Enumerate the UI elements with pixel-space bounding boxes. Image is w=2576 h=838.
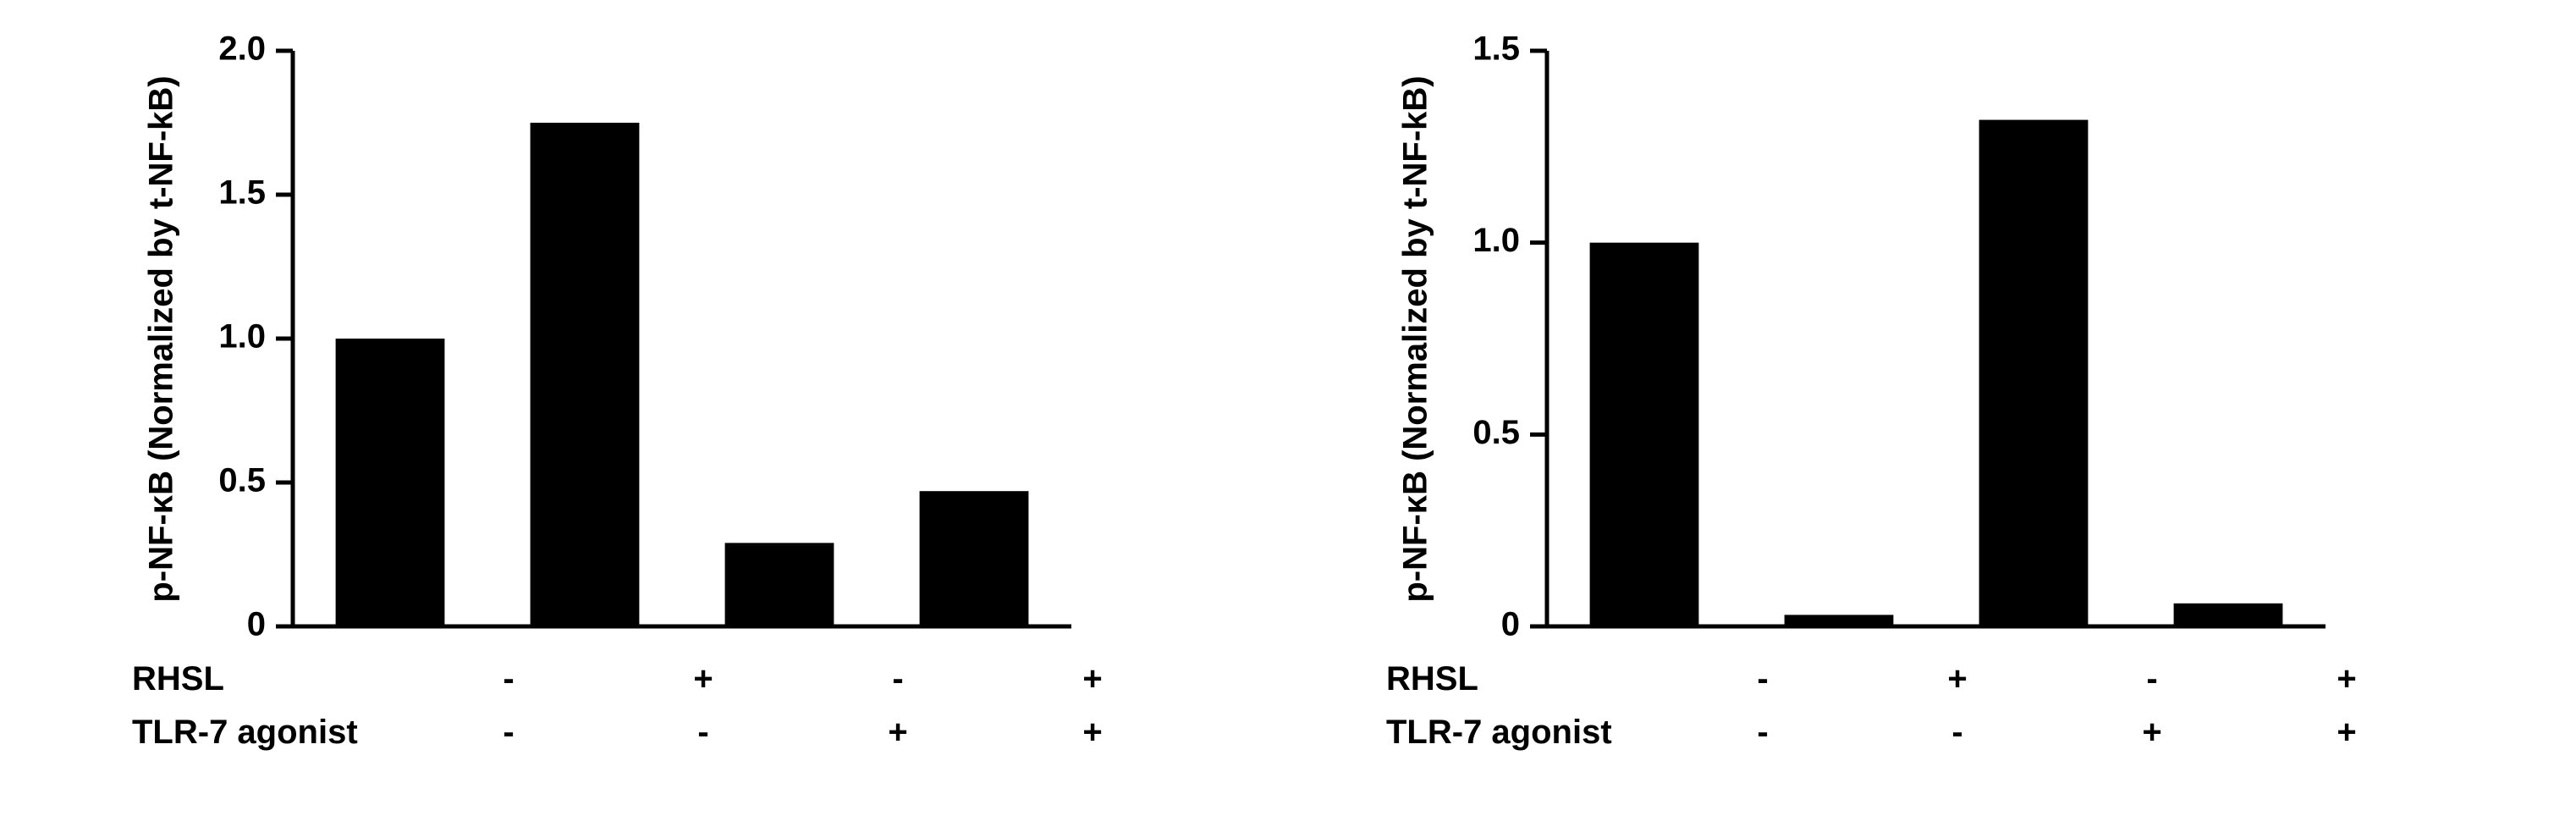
treatment-cell: + [995,660,1190,698]
y-tick-label: 1.0 [1472,222,1520,259]
treatment-label: RHSL [132,660,411,698]
treatment-cell: - [411,714,606,752]
panel-right: p-NF-κB (Normalized by t-NF-kB) 0 0.5 1.0 1… [1386,34,2444,767]
chart-row: p-NF-κB (Normalized by t-NF-kB) 0 0.5 1.0 1… [1386,34,2342,643]
treatment-row: TLR-7 agonist--++ [1386,714,2444,752]
treatment-cell: + [995,714,1190,752]
bar-chart: 0 0.5 1.0 1.5 [1445,34,2342,643]
y-tick-label: 2.0 [218,34,266,68]
bar [2174,604,2283,626]
treatment-cell: + [1860,660,2055,698]
y-tick-label: 1.0 [218,318,266,356]
treatment-cells: -+-+ [411,660,1190,698]
treatment-cell: - [1665,660,1860,698]
treatment-label: RHSL [1386,660,1665,698]
bar [725,543,834,626]
treatment-label: TLR-7 agonist [132,714,411,752]
treatment-cells: --++ [411,714,1190,752]
y-axis-label: p-NF-κB (Normalized by t-NF-kB) [1397,75,1435,602]
bar [1979,120,2089,626]
treatment-cell: - [606,714,801,752]
treatment-cell: - [1665,714,1860,752]
chart-row: p-NF-κB (Normalized by t-NF-kB) 0 0.5 1.0 1… [132,34,1088,643]
y-tick-label: 0 [1501,606,1520,643]
treatment-cell: - [411,660,606,698]
bar [920,491,1029,626]
bar [336,339,445,626]
treatment-row: RHSL-+-+ [1386,660,2444,698]
ylabel-cell: p-NF-κB (Normalized by t-NF-kB) [1386,34,1445,643]
treatment-cell: - [1860,714,2055,752]
y-tick-label: 1.5 [218,174,266,212]
y-tick-label: 0.5 [218,462,266,499]
treatment-cells: -+-+ [1665,660,2444,698]
treatment-row: RHSL-+-+ [132,660,1190,698]
treatment-cell: + [2055,714,2249,752]
y-tick-label: 0.5 [1472,414,1520,451]
ylabel-cell: p-NF-κB (Normalized by t-NF-kB) [132,34,191,643]
treatment-cell: + [2249,660,2444,698]
bar-chart: 0 0.5 1.0 1.5 2.0 [191,34,1088,643]
treatment-table: RHSL-+-+TLR-7 agonist--++ [132,660,1190,767]
treatment-cell: + [2249,714,2444,752]
treatment-row: TLR-7 agonist--++ [132,714,1190,752]
treatment-cells: --++ [1665,714,2444,752]
treatment-cell: + [606,660,801,698]
bar [1590,243,1699,626]
panel-left: p-NF-κB (Normalized by t-NF-kB) 0 0.5 1.0 1… [132,34,1190,767]
treatment-cell: - [801,660,995,698]
y-tick-label: 1.5 [1472,34,1520,68]
treatment-label: TLR-7 agonist [1386,714,1665,752]
treatment-cell: - [2055,660,2249,698]
bar [531,123,640,626]
y-axis-label: p-NF-κB (Normalized by t-NF-kB) [143,75,181,602]
treatment-cell: + [801,714,995,752]
y-tick-label: 0 [247,606,266,643]
figure-container: p-NF-κB (Normalized by t-NF-kB) 0 0.5 1.0 1… [0,0,2576,838]
treatment-table: RHSL-+-+TLR-7 agonist--++ [1386,660,2444,767]
